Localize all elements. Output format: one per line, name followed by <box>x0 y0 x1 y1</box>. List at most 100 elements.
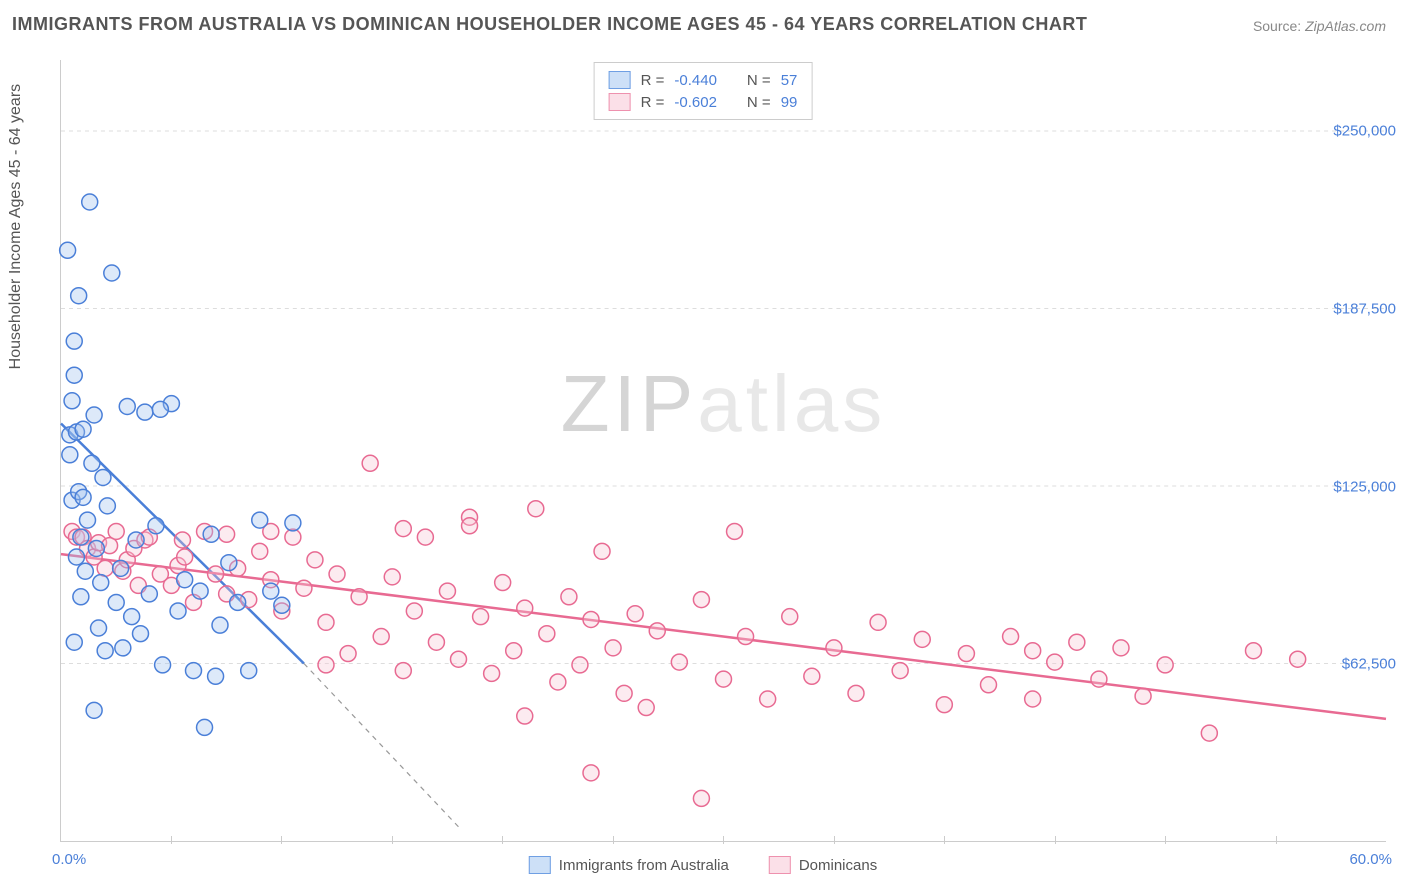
x-minor-tick <box>1055 836 1056 844</box>
scatter-point <box>208 668 224 684</box>
scatter-point <box>64 393 80 409</box>
plot-area: ZIPatlas <box>60 60 1386 842</box>
scatter-point <box>826 640 842 656</box>
legend-n-label: N = <box>747 72 771 89</box>
scatter-point <box>1047 654 1063 670</box>
y-tick-label: $250,000 <box>1333 123 1396 140</box>
x-minor-tick <box>281 836 282 844</box>
x-minor-tick <box>392 836 393 844</box>
scatter-point <box>517 708 533 724</box>
scatter-point <box>212 617 228 633</box>
scatter-point <box>203 526 219 542</box>
y-tick-label: $62,500 <box>1342 656 1396 673</box>
scatter-point <box>252 543 268 559</box>
scatter-point <box>528 501 544 517</box>
scatter-point <box>395 521 411 537</box>
scatter-point <box>1113 640 1129 656</box>
scatter-point <box>68 549 84 565</box>
scatter-point <box>73 589 89 605</box>
legend-bottom: Immigrants from Australia Dominicans <box>529 856 877 874</box>
scatter-point <box>307 552 323 568</box>
scatter-point <box>186 663 202 679</box>
scatter-point <box>506 643 522 659</box>
scatter-point <box>727 523 743 539</box>
scatter-point <box>1157 657 1173 673</box>
scatter-point <box>462 518 478 534</box>
scatter-point <box>296 580 312 596</box>
scatter-point <box>62 447 78 463</box>
scatter-point <box>605 640 621 656</box>
scatter-point <box>66 333 82 349</box>
scatter-point <box>155 657 171 673</box>
scatter-point <box>594 543 610 559</box>
scatter-point <box>329 566 345 582</box>
scatter-point <box>572 657 588 673</box>
source-value: ZipAtlas.com <box>1305 18 1386 34</box>
scatter-point <box>484 665 500 681</box>
x-tick-label-min: 0.0% <box>52 851 86 868</box>
x-minor-tick <box>723 836 724 844</box>
scatter-point <box>473 609 489 625</box>
source-citation: Source: ZipAtlas.com <box>1253 18 1386 34</box>
scatter-point <box>219 526 235 542</box>
y-tick-label: $125,000 <box>1333 478 1396 495</box>
scatter-point <box>170 603 186 619</box>
legend-bottom-swatch-0 <box>529 856 551 874</box>
scatter-point <box>263 583 279 599</box>
x-minor-tick <box>944 836 945 844</box>
scatter-point <box>95 469 111 485</box>
scatter-point <box>318 614 334 630</box>
scatter-point <box>230 594 246 610</box>
legend-bottom-label-0: Immigrants from Australia <box>559 857 729 874</box>
scatter-point <box>616 685 632 701</box>
scatter-point <box>627 606 643 622</box>
scatter-point <box>1201 725 1217 741</box>
scatter-point <box>1069 634 1085 650</box>
chart-title: IMMIGRANTS FROM AUSTRALIA VS DOMINICAN H… <box>12 14 1087 35</box>
x-minor-tick <box>834 836 835 844</box>
scatter-point <box>148 518 164 534</box>
scatter-point <box>495 575 511 591</box>
scatter-point <box>892 663 908 679</box>
scatter-point <box>174 532 190 548</box>
scatter-point <box>561 589 577 605</box>
y-axis-label: Householder Income Ages 45 - 64 years <box>7 84 25 370</box>
scatter-point <box>1135 688 1151 704</box>
legend-n-value-1: 99 <box>781 94 798 111</box>
legend-bottom-item-0: Immigrants from Australia <box>529 856 729 874</box>
scatter-point <box>1003 629 1019 645</box>
scatter-point <box>192 583 208 599</box>
scatter-point <box>82 194 98 210</box>
trend-line-extrapolated <box>304 664 459 827</box>
scatter-point <box>208 566 224 582</box>
scatter-point <box>71 288 87 304</box>
scatter-point <box>115 640 131 656</box>
scatter-point <box>60 242 76 258</box>
scatter-point <box>84 455 100 471</box>
legend-correlation-box: R = -0.440 N = 57 R = -0.602 N = 99 <box>594 62 813 120</box>
x-minor-tick <box>613 836 614 844</box>
x-minor-tick <box>502 836 503 844</box>
x-minor-tick <box>1165 836 1166 844</box>
scatter-point <box>517 600 533 616</box>
scatter-point <box>1290 651 1306 667</box>
scatter-point <box>77 563 93 579</box>
scatter-point <box>539 626 555 642</box>
legend-bottom-swatch-1 <box>769 856 791 874</box>
scatter-point <box>86 702 102 718</box>
scatter-point <box>241 663 257 679</box>
scatter-point <box>221 555 237 571</box>
scatter-point <box>451 651 467 667</box>
scatter-point <box>1091 671 1107 687</box>
scatter-point <box>119 398 135 414</box>
scatter-point <box>285 515 301 531</box>
legend-r-label: R = <box>641 72 665 89</box>
scatter-point <box>177 572 193 588</box>
scatter-point <box>1025 691 1041 707</box>
scatter-point <box>152 401 168 417</box>
scatter-point <box>958 646 974 662</box>
scatter-point <box>936 697 952 713</box>
scatter-point <box>113 560 129 576</box>
legend-r-label: R = <box>641 94 665 111</box>
scatter-point <box>177 549 193 565</box>
